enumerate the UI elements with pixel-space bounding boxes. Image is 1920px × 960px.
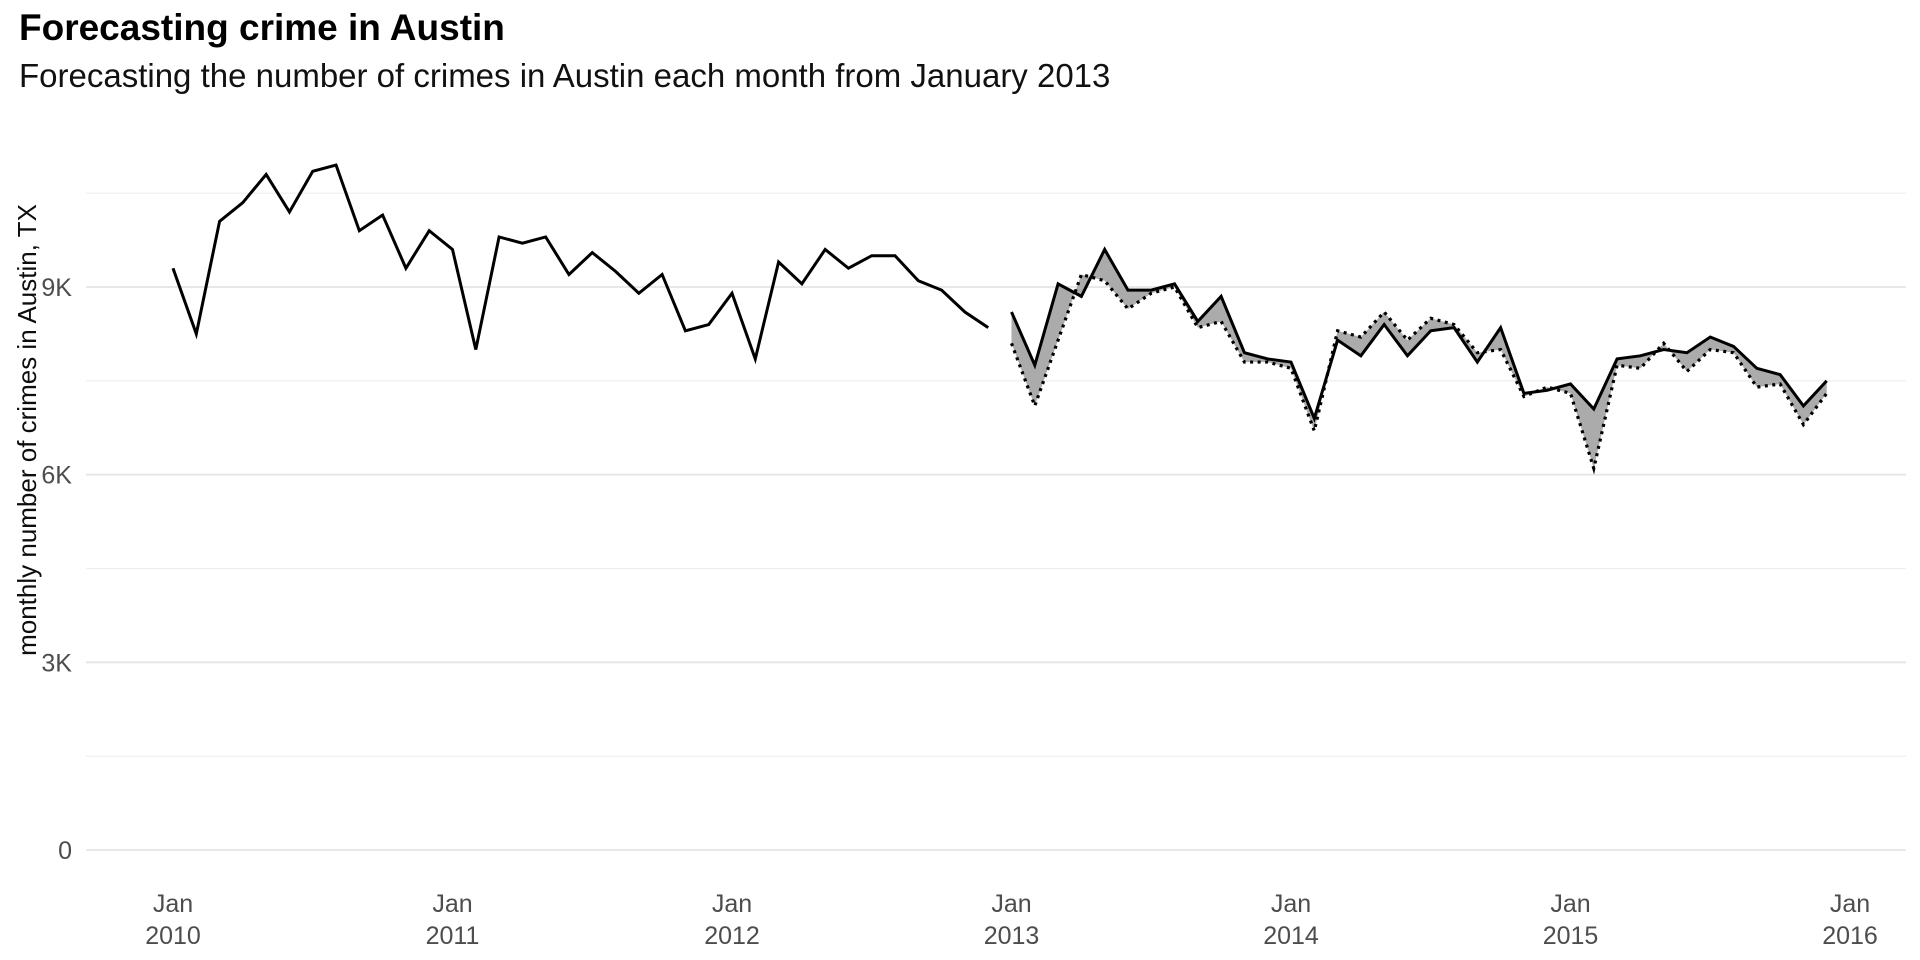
y-tick-label: 3K <box>41 649 72 677</box>
forecast-error-ribbon <box>1011 249 1827 469</box>
x-tick-label-year: 2014 <box>1263 922 1319 950</box>
x-tick-label-month: Jan <box>1271 890 1311 918</box>
x-tick-label-year: 2011 <box>426 922 480 950</box>
gridlines-major <box>86 286 1906 851</box>
chart-header: Forecasting crime in Austin Forecasting … <box>19 6 1110 97</box>
x-tick-label-year: 2015 <box>1543 922 1599 950</box>
x-tick-label-month: Jan <box>1550 890 1590 918</box>
data-lines <box>171 163 1828 475</box>
x-tick-label-year: 2013 <box>984 922 1040 950</box>
x-axis-tick-labels: Jan 2010 Jan 2011 Jan 2012 Jan 2013 Jan 2014 Jan 20… <box>145 890 1878 950</box>
chart-subtitle: Forecasting the number of crimes in Aust… <box>19 57 1111 95</box>
y-tick-label: 0 <box>58 837 72 865</box>
gridlines-minor <box>86 192 1906 757</box>
x-tick-label-month: Jan <box>1830 890 1870 918</box>
x-tick-label-month: Jan <box>432 890 472 918</box>
x-tick-label-month: Jan <box>991 890 1031 918</box>
x-tick-label-month: Jan <box>153 890 193 918</box>
x-tick-label-year: 2010 <box>145 922 201 950</box>
x-tick-label-year: 2012 <box>704 922 760 950</box>
y-tick-label: 6K <box>41 462 72 490</box>
y-tick-label: 9K <box>41 274 72 302</box>
actual-line-training <box>171 163 990 365</box>
x-tick-label-year: 2016 <box>1822 922 1878 950</box>
x-tick-label-month: Jan <box>712 890 752 918</box>
y-axis-tick-labels: 0 3K 6K 9K <box>41 274 72 865</box>
actual-line-observed <box>1010 246 1828 423</box>
chart-title: Forecasting crime in Austin <box>19 7 505 48</box>
forecast-error-area <box>1011 249 1827 469</box>
y-axis-title: monthly number of crimes in Austin, TX <box>12 204 42 656</box>
